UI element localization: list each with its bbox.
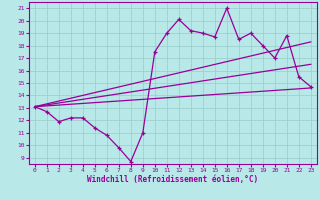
X-axis label: Windchill (Refroidissement éolien,°C): Windchill (Refroidissement éolien,°C) [87,175,258,184]
